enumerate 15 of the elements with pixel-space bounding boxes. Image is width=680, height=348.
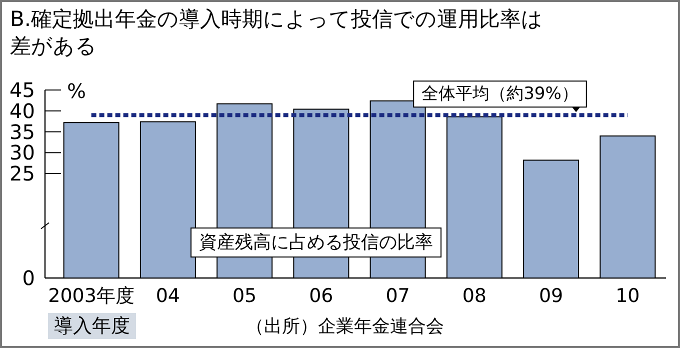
x-tick-label: 05 [232,285,257,307]
y-tick-label: 0 [22,266,35,290]
x-tick-label: 04 [156,285,180,307]
x-tick-label: 10 [616,285,640,307]
x-tick-label: 2003年度 [48,285,134,307]
chart-title: B.確定拠出年金の導入時期によって投信での運用比率は差がある [10,7,544,58]
ref-line-label: 全体平均（約39%） [422,84,578,104]
x-tick-label: 06 [309,285,334,307]
series-label: 資産残高に占める投信の比率 [199,232,433,253]
text: （出所）企業年金連合会 [246,316,444,337]
x-tick-label: 09 [538,285,564,307]
x-axis-title: 導入年度 [54,315,130,337]
y-axis-title: % [67,79,86,103]
x-tick-label: 08 [462,285,487,307]
x-tick-label: 07 [386,285,410,307]
